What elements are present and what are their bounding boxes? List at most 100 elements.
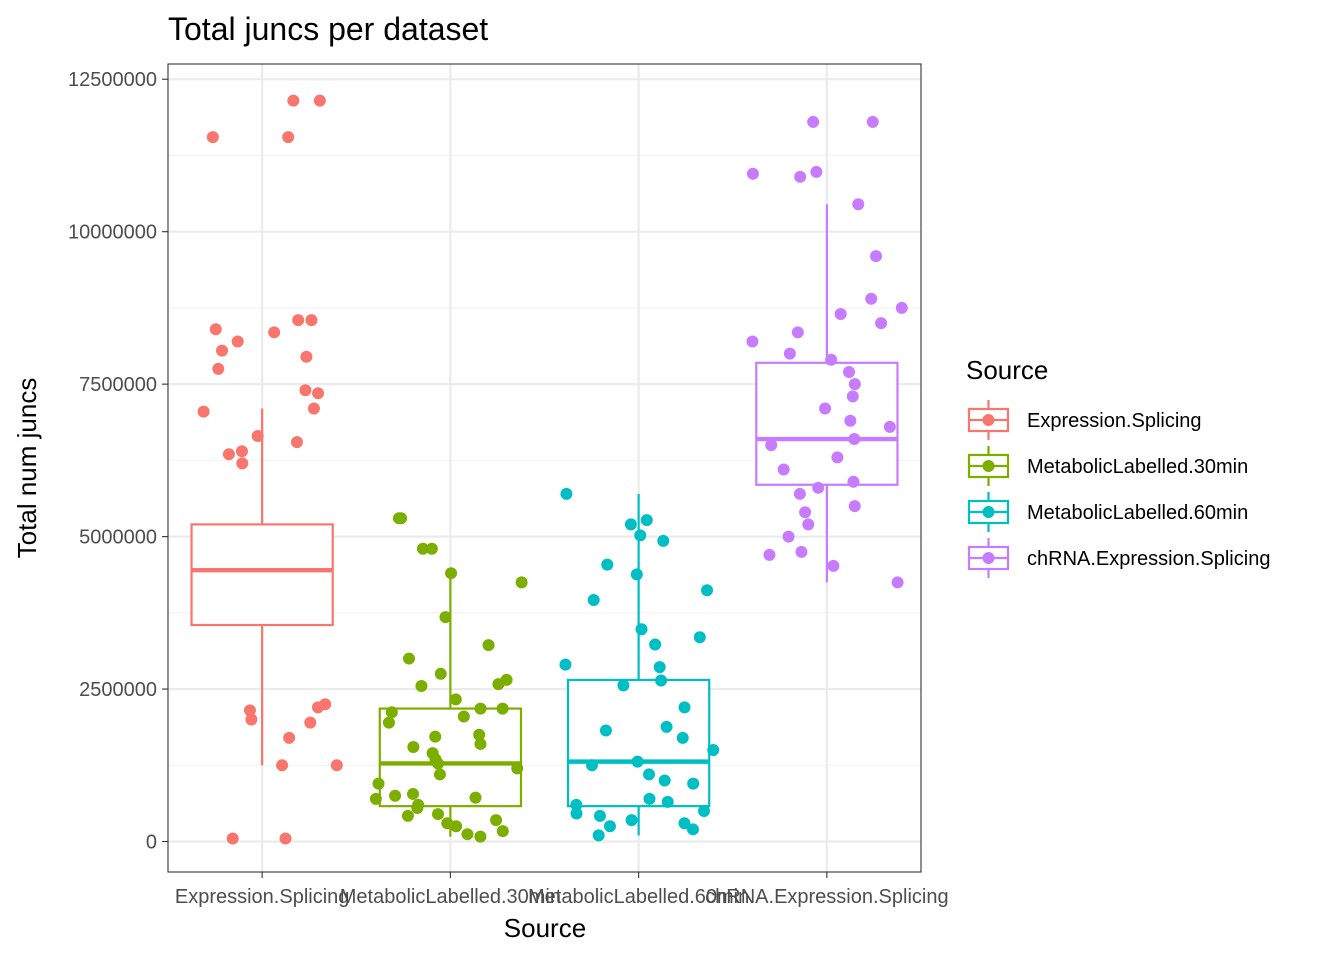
data-point [777,463,790,476]
data-point [661,795,674,808]
y-tick-label: 0 [146,832,157,854]
data-point [825,353,838,366]
data-point [457,710,470,723]
data-point [251,429,264,442]
data-point [415,680,428,693]
box [378,707,523,808]
legend-label: MetabolicLabelled.60min [1027,502,1248,524]
data-point [425,542,438,555]
data-point [848,433,861,446]
data-point [236,457,249,470]
data-point [630,568,643,581]
data-point [268,326,281,339]
data-point [511,762,524,775]
data-point [474,702,487,715]
data-point [640,514,653,527]
chart-title: Total juncs per dataset [168,11,488,47]
data-point [866,115,879,128]
data-point [411,801,424,814]
data-point [432,757,445,770]
data-point [624,518,637,531]
data-point [304,716,317,729]
data-point [844,414,857,427]
data-point [827,559,840,572]
series-MetabolicLabelled.30min [369,512,528,843]
data-point [593,809,606,822]
data-point [300,350,313,363]
series-chRNA.Expression.Splicing [746,115,908,589]
data-point [617,679,630,692]
data-point [279,832,292,845]
data-point [831,451,844,464]
data-point [746,335,759,348]
data-point [852,198,865,211]
data-point [403,652,416,665]
data-point [559,658,572,671]
data-point [846,390,859,403]
data-point [231,335,244,348]
data-point [473,728,486,741]
data-point [330,759,343,772]
data-point [469,791,482,804]
data-point [802,518,815,531]
data-point [765,439,778,452]
data-point [634,529,647,542]
data-point [235,445,248,458]
data-point [643,768,656,781]
y-tick-label: 10000000 [68,222,157,244]
data-point [875,317,888,330]
data-point [678,817,691,830]
data-point [686,823,699,836]
data-point [698,805,711,818]
data-point [592,829,605,842]
legend-key-point [982,414,995,426]
data-point [490,814,503,827]
data-point [389,789,402,802]
data-point [603,820,616,833]
y-tick-label: 2500000 [79,679,157,701]
data-point [434,667,447,680]
data-point [848,500,861,513]
data-point [799,506,812,519]
data-point [292,314,305,327]
data-point [693,631,706,644]
data-point [560,487,573,500]
y-axis: 0 2500000 5000000 7500000 10000000 12500000 [68,69,168,854]
data-point [848,378,861,391]
data-point [287,94,300,107]
legend-item: chRNA.Expression.Splicing [967,538,1270,578]
data-point [585,759,598,772]
data-point [401,809,414,822]
data-point [676,731,689,744]
data-point [631,755,644,768]
data-point [282,131,295,144]
legend-label: Expression.Splicing [1027,410,1202,432]
data-point [701,584,714,597]
legend-key-point [982,506,995,518]
data-point [407,740,420,753]
data-point [429,730,442,743]
data-point [515,576,528,589]
legend-item: MetabolicLabelled.60min [967,492,1248,532]
data-point [209,323,222,336]
data-point [299,384,312,397]
data-point [812,481,825,494]
data-point [372,777,385,790]
series-MetabolicLabelled.60min [559,487,720,842]
data-point [783,347,796,360]
legend-item: MetabolicLabelled.30min [967,446,1248,486]
x-tick-label: Expression.Splicing [175,886,350,908]
legend-key-point [982,460,995,472]
box [755,361,899,486]
data-point [416,542,429,555]
data-point [222,448,235,461]
data-point [653,661,666,674]
box [190,523,334,627]
data-point [449,693,462,706]
data-point [392,512,405,525]
data-point [283,731,296,744]
data-point [407,787,420,800]
data-point [807,115,820,128]
data-point [819,402,832,415]
data-point [311,701,324,714]
